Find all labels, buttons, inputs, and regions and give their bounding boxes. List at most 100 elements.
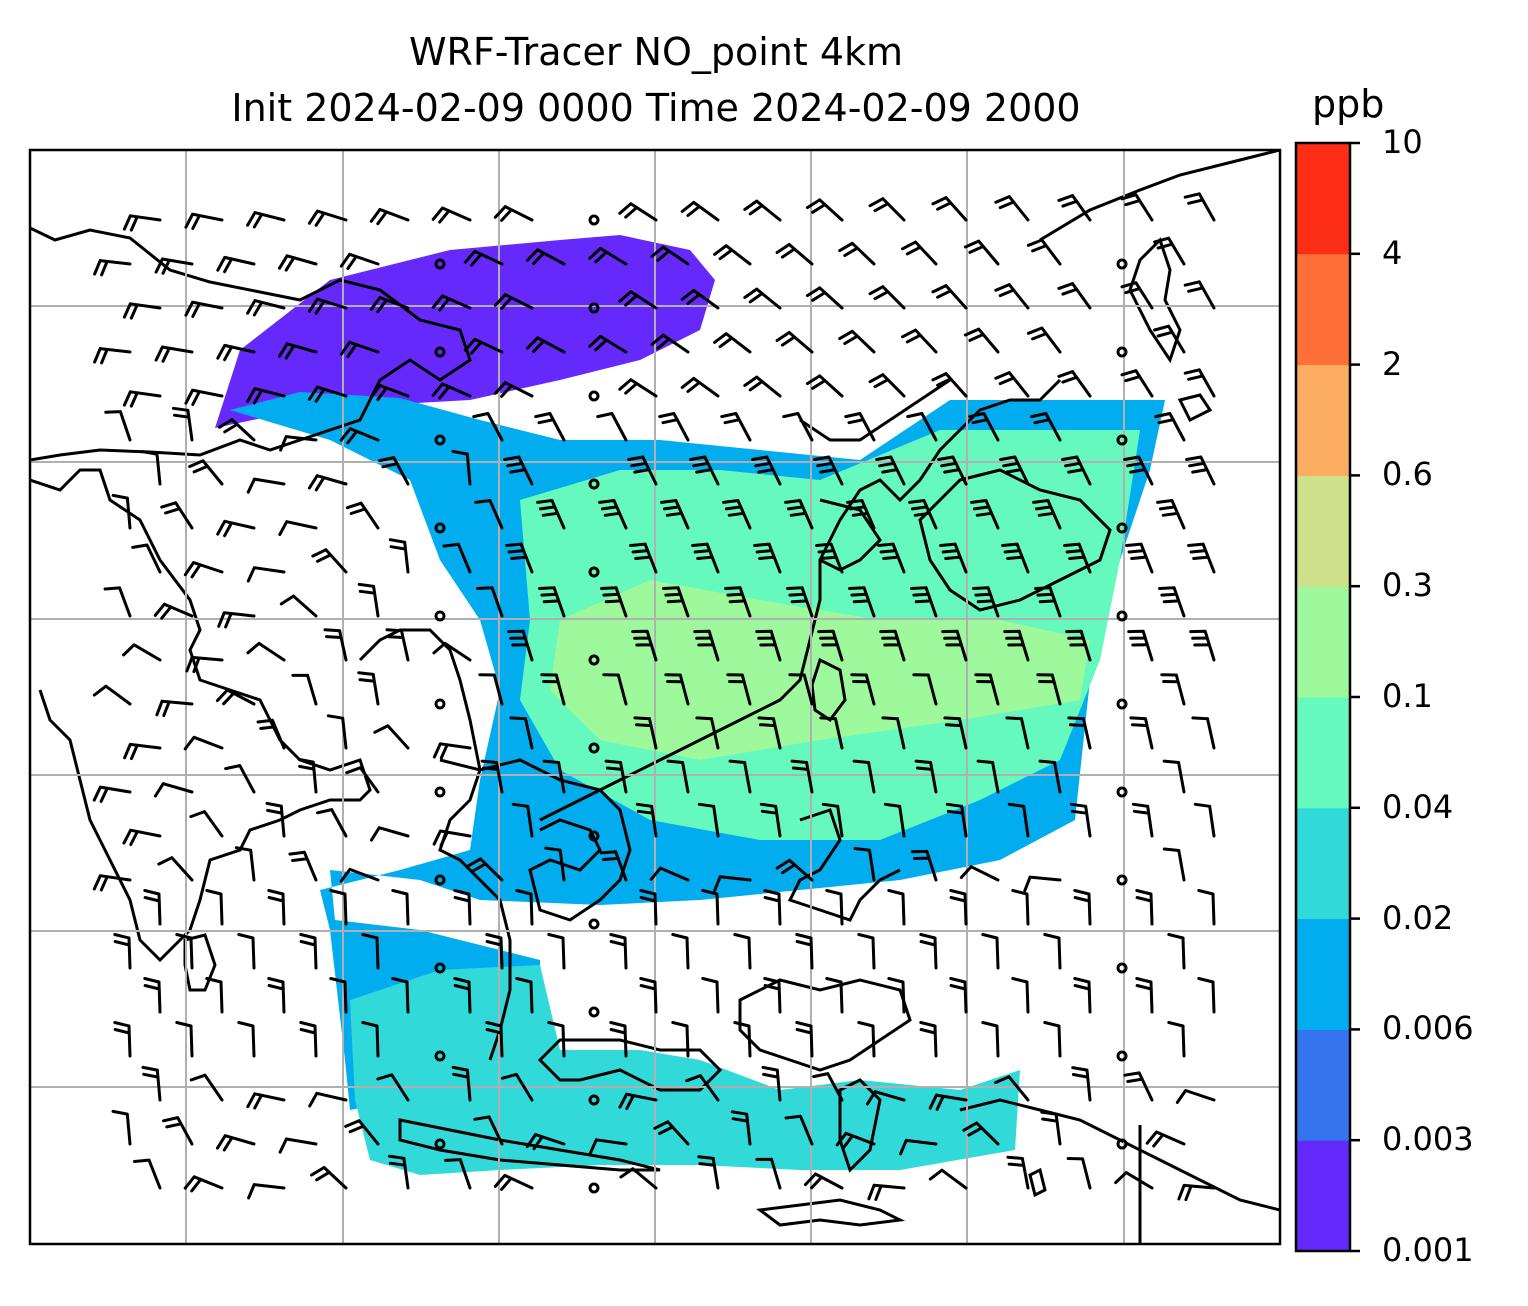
wind-barb bbox=[691, 542, 720, 574]
colorbar-tick-label: 0.02 bbox=[1382, 898, 1454, 937]
wind-barb bbox=[291, 673, 318, 706]
calm-wind-marker bbox=[1116, 522, 1128, 534]
colorbar-tick-label: 4 bbox=[1382, 233, 1403, 272]
wind-barb bbox=[763, 977, 782, 1014]
wind-barb bbox=[817, 629, 844, 662]
wind-barb bbox=[914, 759, 938, 794]
wind-barb bbox=[599, 850, 628, 882]
wind-barb bbox=[887, 977, 906, 1014]
wind-barb bbox=[1125, 542, 1154, 574]
wind-barb bbox=[141, 450, 162, 486]
wind-barb bbox=[848, 586, 876, 618]
wind-barb bbox=[122, 302, 162, 320]
wind-barb bbox=[1003, 629, 1030, 662]
calm-wind-marker bbox=[588, 478, 600, 490]
wind-barb bbox=[653, 1120, 690, 1146]
wind-barb bbox=[122, 828, 162, 846]
wind-barb bbox=[278, 342, 318, 360]
wind-barb bbox=[867, 1183, 906, 1201]
wind-barb bbox=[547, 1021, 566, 1058]
colorbar-segment bbox=[1296, 586, 1350, 698]
wind-barb bbox=[547, 933, 566, 970]
calm-wind-marker bbox=[588, 654, 600, 666]
wind-barb bbox=[515, 889, 534, 926]
wind-barb bbox=[671, 1021, 690, 1058]
wind-barb bbox=[493, 293, 534, 310]
wind-barb bbox=[339, 427, 380, 445]
wind-barb bbox=[234, 846, 256, 882]
wind-barb bbox=[1183, 192, 1216, 222]
wind-barb bbox=[722, 499, 752, 530]
wind-barb bbox=[323, 628, 348, 662]
wind-barb bbox=[256, 718, 286, 750]
wind-barb bbox=[1007, 802, 1030, 838]
wind-barb bbox=[629, 542, 658, 574]
wind-barb bbox=[815, 542, 844, 574]
calm-wind-marker bbox=[1116, 434, 1128, 446]
wind-barb bbox=[931, 284, 968, 310]
wind-barb bbox=[1162, 847, 1186, 882]
wind-barb bbox=[838, 241, 876, 266]
wind-barb bbox=[1114, 1171, 1154, 1190]
calm-wind-marker bbox=[434, 346, 446, 358]
calm-wind-marker bbox=[1116, 346, 1128, 358]
colorbar-tick-label: 0.006 bbox=[1382, 1009, 1474, 1048]
wind-barb bbox=[246, 1092, 286, 1110]
calm-wind-marker bbox=[588, 918, 600, 930]
calm-wind-marker bbox=[588, 1006, 600, 1018]
calm-wind-marker bbox=[588, 1182, 600, 1194]
wind-barb bbox=[183, 1175, 224, 1193]
wind-barb bbox=[713, 244, 752, 266]
wind-barb bbox=[92, 785, 132, 803]
colorbar-segment bbox=[1296, 475, 1350, 587]
wind-barb bbox=[619, 1167, 658, 1190]
wind-barb bbox=[184, 388, 224, 406]
wind-barb bbox=[588, 1138, 628, 1155]
wind-barb bbox=[143, 889, 162, 926]
wind-barb bbox=[476, 586, 504, 618]
wind-barb bbox=[329, 977, 348, 1014]
wind-barb bbox=[664, 673, 690, 706]
wind-barb bbox=[588, 334, 628, 354]
wind-barb bbox=[635, 802, 658, 838]
wind-barb bbox=[763, 889, 782, 926]
wind-barb bbox=[361, 1021, 380, 1058]
wind-barb bbox=[602, 673, 628, 706]
wind-barb bbox=[1043, 933, 1062, 970]
wind-barb bbox=[183, 561, 224, 579]
wind-barb bbox=[618, 378, 658, 398]
wind-barb bbox=[650, 245, 690, 266]
wind-barb bbox=[805, 198, 844, 222]
colorbar-tick-label: 0.1 bbox=[1382, 677, 1433, 715]
calm-wind-marker bbox=[434, 698, 446, 710]
wind-barb bbox=[697, 1155, 720, 1190]
wind-barb bbox=[525, 336, 566, 354]
wind-barb bbox=[515, 977, 534, 1014]
wind-barb bbox=[326, 714, 348, 750]
wind-barb bbox=[782, 412, 814, 442]
wind-barb bbox=[216, 343, 256, 362]
wind-barb bbox=[658, 412, 690, 442]
wind-barb bbox=[339, 340, 380, 358]
colorbar-segment bbox=[1296, 807, 1350, 920]
wind-barb bbox=[962, 1121, 1000, 1146]
wind-barb bbox=[278, 1137, 318, 1154]
wind-barb bbox=[218, 418, 256, 442]
wind-barb bbox=[994, 371, 1030, 398]
wind-barb bbox=[536, 499, 566, 530]
wind-barb bbox=[968, 412, 1000, 442]
map-title-line-2: Init 2024-02-09 0000 Time 2024-02-09 200… bbox=[231, 86, 1081, 130]
wind-barb bbox=[1067, 716, 1092, 750]
wind-barb bbox=[505, 542, 534, 574]
wind-barb bbox=[247, 1183, 286, 1200]
wind-barb bbox=[963, 239, 1000, 266]
wind-barb bbox=[307, 209, 348, 227]
wind-barb bbox=[388, 538, 410, 574]
calm-wind-marker bbox=[588, 566, 600, 578]
wind-barb bbox=[93, 347, 132, 365]
wind-barb bbox=[1197, 977, 1216, 1014]
wind-barb bbox=[999, 455, 1030, 486]
wind-barb bbox=[162, 1116, 194, 1146]
wind-barb bbox=[790, 759, 814, 794]
wind-barb bbox=[160, 501, 194, 530]
